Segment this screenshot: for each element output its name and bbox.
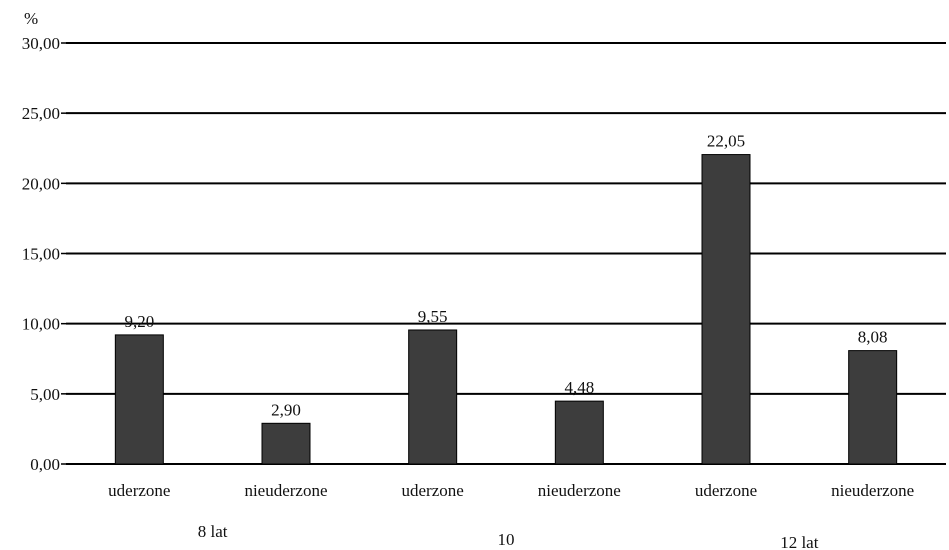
data-label: 9,20 <box>124 312 154 331</box>
y-tick-label: 25,00 <box>22 104 60 123</box>
data-label: 4,48 <box>564 378 594 397</box>
gridlines <box>66 42 946 465</box>
data-label: 2,90 <box>271 400 301 419</box>
bar <box>701 154 751 465</box>
category-label: uderzone <box>695 481 757 500</box>
bar <box>114 334 164 465</box>
data-label: 22,05 <box>707 132 745 151</box>
bar <box>261 422 311 465</box>
category-label: nieuderzone <box>244 481 327 500</box>
bar <box>848 350 898 465</box>
data-label: 9,55 <box>418 307 448 326</box>
y-tick-label: 30,00 <box>22 34 60 53</box>
bars <box>114 154 898 465</box>
group-label: 8 lat <box>198 522 228 541</box>
bar <box>408 329 458 465</box>
category-label: nieuderzone <box>538 481 621 500</box>
y-tick-label: 0,00 <box>30 455 60 474</box>
y-tick-label: 15,00 <box>22 245 60 264</box>
bar <box>554 400 604 465</box>
group-labels: 8 lat 10 12 lat <box>198 522 819 550</box>
y-tick-label: 10,00 <box>22 315 60 334</box>
category-label: nieuderzone <box>831 481 914 500</box>
category-label: uderzone <box>402 481 464 500</box>
y-tick-label: 20,00 <box>22 174 60 193</box>
category-labels: uderzone nieuderzone uderzone nieuderzone ud… <box>108 481 914 500</box>
data-labels: 9,20 2,90 9,55 4,48 22,05 8,08 <box>124 132 887 420</box>
category-label: uderzone <box>108 481 170 500</box>
y-tick-label: 5,00 <box>30 385 60 404</box>
group-label: 12 lat <box>780 533 819 550</box>
group-label: 10 <box>498 530 515 549</box>
y-axis-unit: % <box>24 9 38 28</box>
y-axis-ticks: 0,00 5,00 10,00 15,00 20,00 25,00 30,00 <box>22 34 66 474</box>
data-label: 8,08 <box>858 328 888 347</box>
